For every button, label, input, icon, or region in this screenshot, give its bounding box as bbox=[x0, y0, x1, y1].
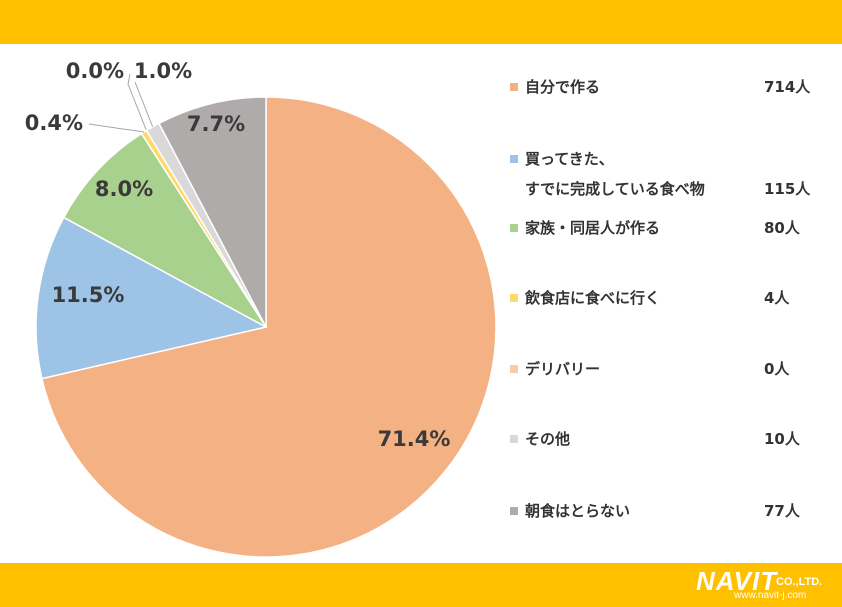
data-label: 71.4% bbox=[378, 427, 451, 451]
leader-line bbox=[127, 73, 147, 131]
top-band bbox=[0, 0, 842, 44]
pie-slice bbox=[35, 216, 269, 380]
logo-suffix: CO.,LTD. bbox=[776, 576, 823, 588]
pie-slice bbox=[40, 96, 497, 558]
data-label: 0.4% bbox=[25, 111, 83, 135]
logo-wordmark: NAVIT bbox=[696, 566, 778, 596]
data-label: 8.0% bbox=[95, 177, 153, 201]
pie-slice bbox=[62, 132, 267, 328]
pie-slice bbox=[158, 96, 267, 328]
data-label: 11.5% bbox=[52, 283, 125, 307]
company-logo: NAVIT CO.,LTD. www.navit-j.com bbox=[696, 565, 836, 605]
data-label: 0.0% bbox=[66, 59, 124, 83]
data-label: 7.7% bbox=[187, 112, 245, 136]
logo-url: www.navit-j.com bbox=[734, 590, 807, 601]
leader-line bbox=[134, 81, 154, 128]
bottom-band bbox=[0, 563, 842, 607]
leader-line bbox=[88, 123, 145, 133]
data-label: 1.0% bbox=[134, 59, 192, 83]
pie-chart: 71.4% 11.5% 8.0% 0.4% 0.0% 1.0% 7.7% bbox=[25, 59, 497, 558]
